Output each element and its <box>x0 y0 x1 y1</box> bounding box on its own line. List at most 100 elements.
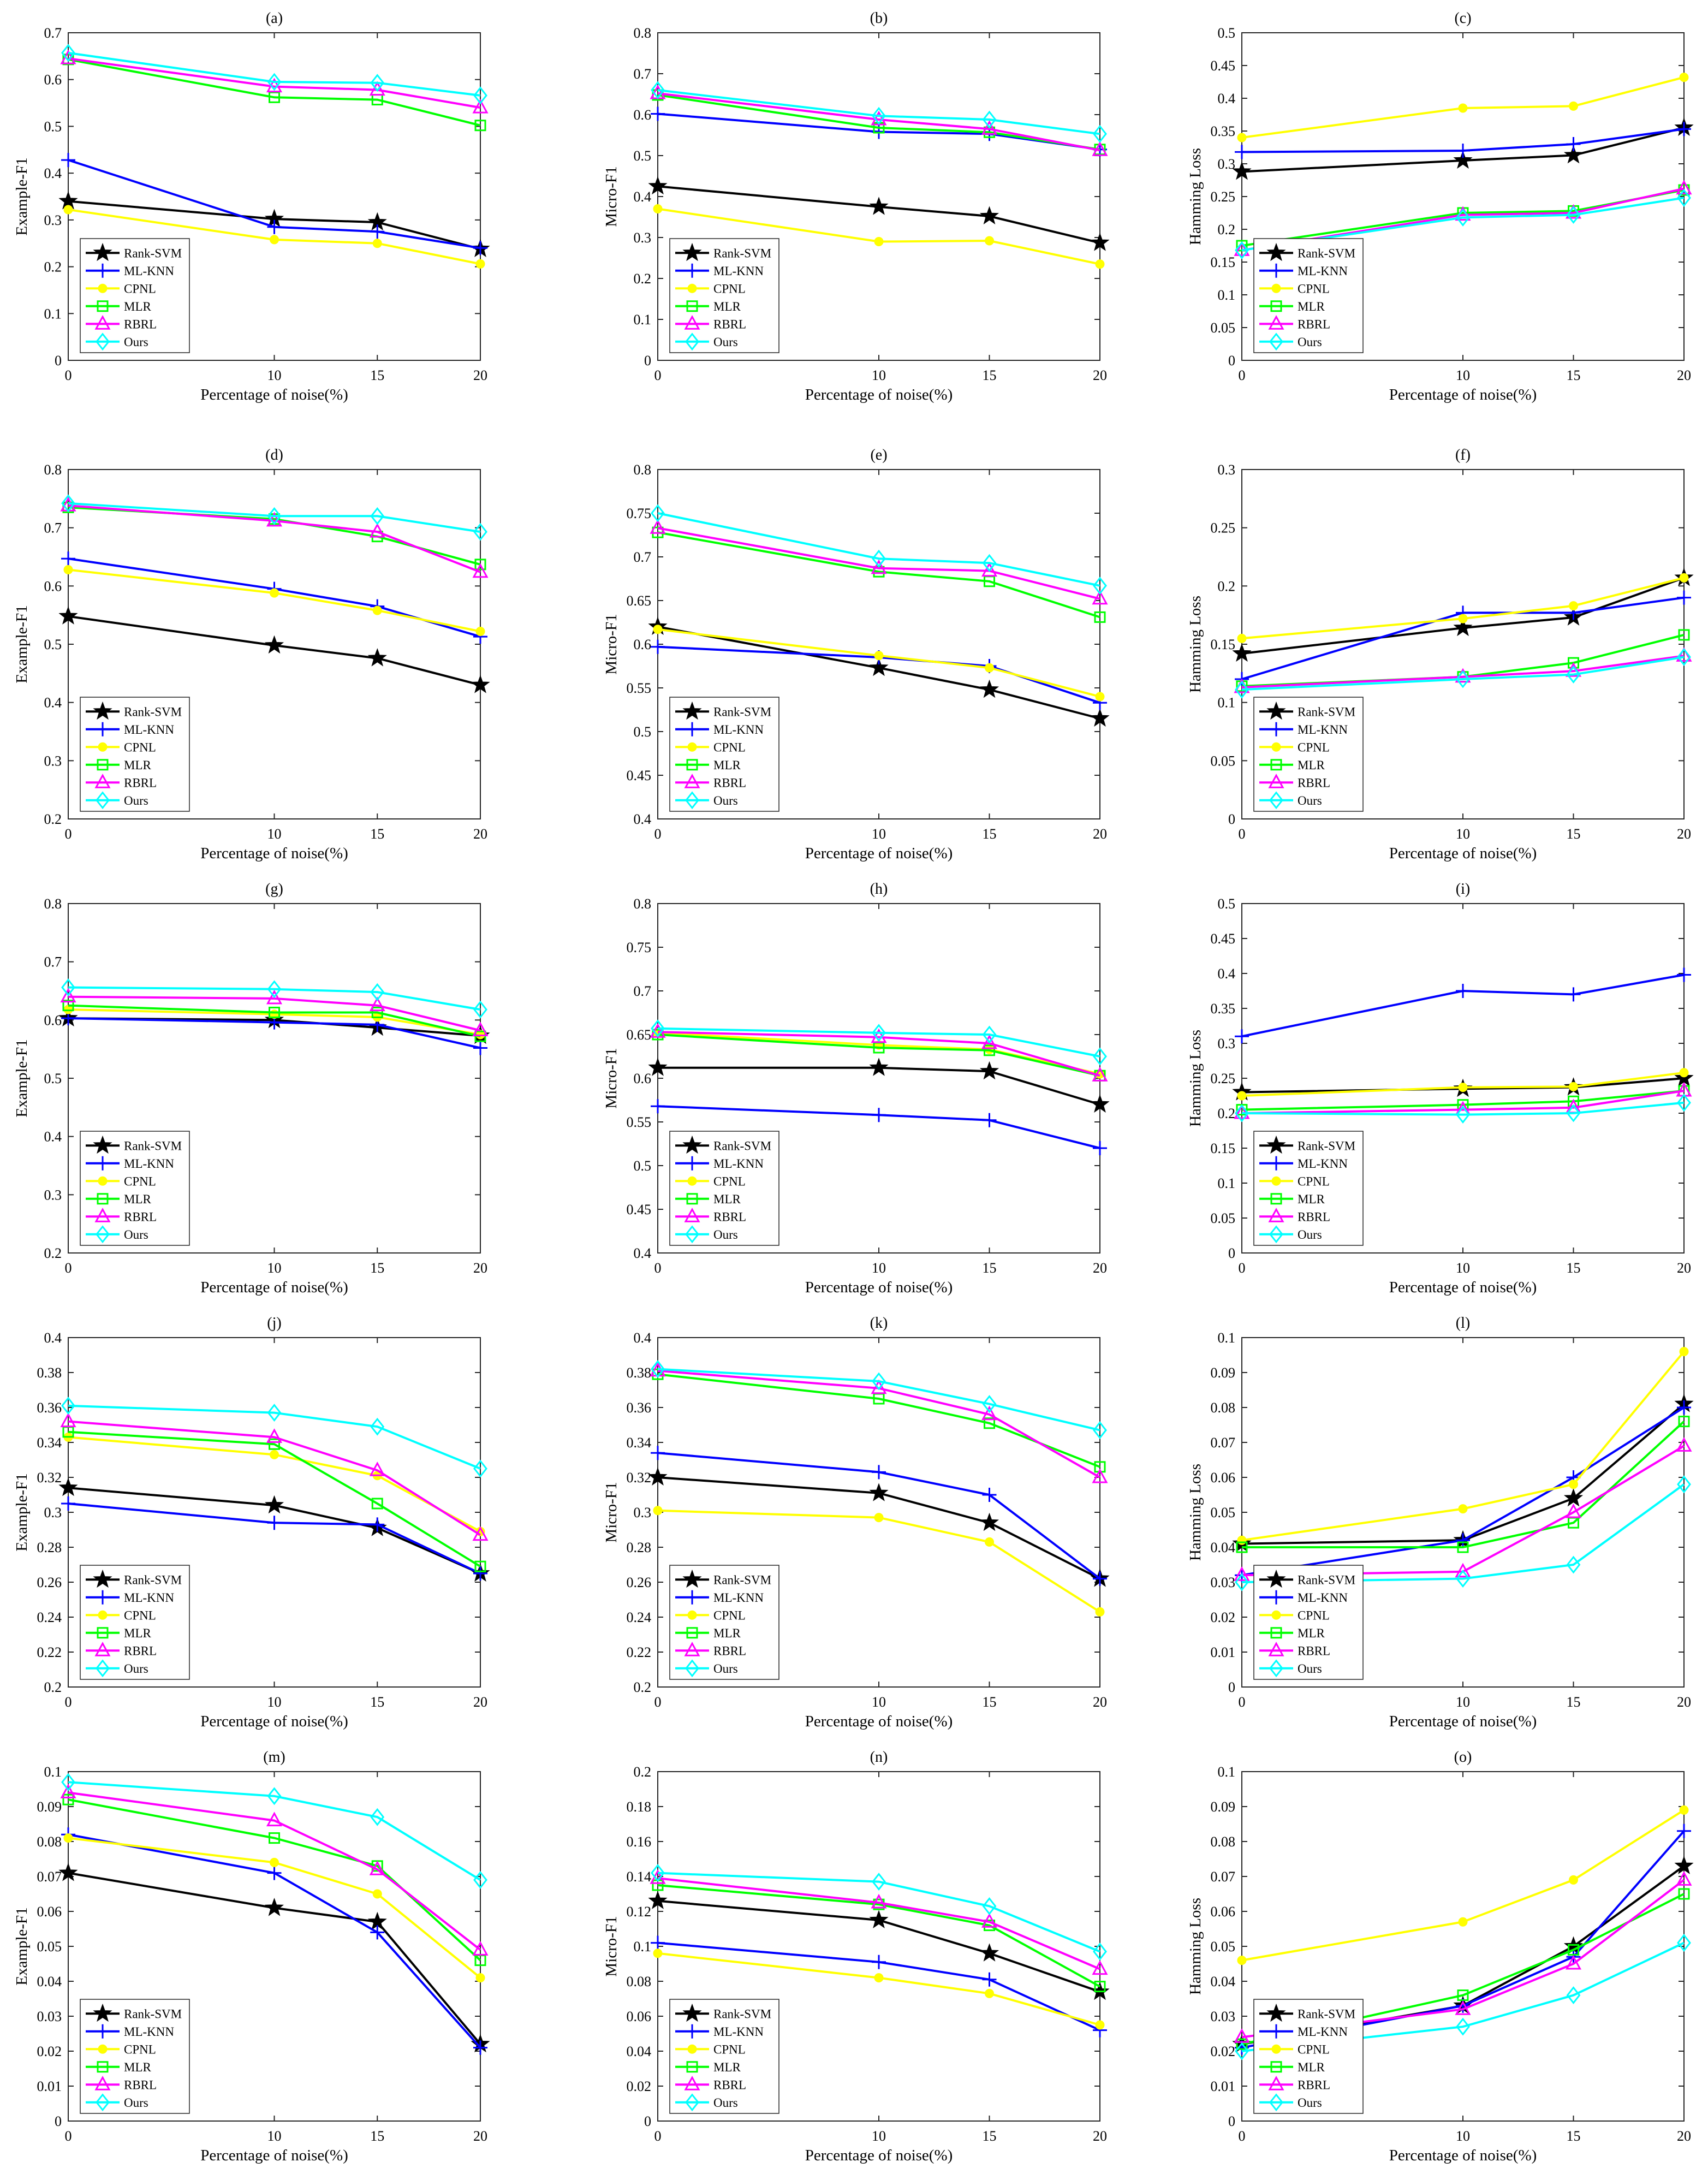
series-cpnl <box>1237 1068 1689 1101</box>
chart-panel-n: (n) 0 0.02 0.04 0.06 0.08 0.1 0.12 0.14 0.16 0.18 0… <box>603 1749 1110 2164</box>
data-point-rank-svm <box>648 1467 668 1486</box>
data-point-ours <box>1677 188 1691 207</box>
data-point-rbrl <box>1676 1437 1692 1452</box>
y-tick-label: 0.7 <box>634 66 652 82</box>
series-ml-knn <box>651 1099 1107 1155</box>
series-line-ours <box>657 1368 1100 1431</box>
legend-label: ML-KNN <box>124 723 174 736</box>
series-line-ml-knn <box>1241 973 1685 1038</box>
y-tick-label: 0.1 <box>1218 1175 1236 1191</box>
y-tick-label: 0.04 <box>1211 1540 1236 1555</box>
legend-marker <box>1269 1659 1283 1678</box>
legend-label: Ours <box>1298 1662 1322 1676</box>
y-tick-label: 0.7 <box>44 520 62 536</box>
legend-label: CPNL <box>1298 1174 1330 1188</box>
y-axis-label: Example-F1 <box>13 1039 31 1117</box>
data-point-cpnl <box>1095 2020 1105 2030</box>
data-point-ours <box>61 1773 75 1791</box>
legend-label: CPNL <box>713 1608 746 1622</box>
legend-marker <box>94 1208 111 1222</box>
legend-label: ML-KNN <box>713 264 764 278</box>
x-axis-label: Percentage of noise(%) <box>200 845 348 862</box>
legend: Rank-SVM ML-KNN CPNL MLR RBRL Ours <box>669 1131 779 1246</box>
data-point-mlr <box>269 1438 280 1450</box>
data-point-cpnl <box>1095 692 1105 702</box>
legend-label: RBRL <box>1298 2078 1330 2092</box>
legend-marker <box>682 242 702 262</box>
legend-label: RBRL <box>713 2078 746 2092</box>
legend-label: Rank-SVM <box>1298 705 1355 718</box>
y-axis-label: Example-F1 <box>13 1473 31 1551</box>
legend-marker <box>1270 759 1282 771</box>
data-point-rank-svm <box>869 197 889 215</box>
y-tick-label: 0 <box>644 2113 651 2129</box>
series-rbrl <box>60 497 489 578</box>
chart-title: (b) <box>870 10 888 27</box>
data-point-ours <box>473 86 487 105</box>
legend-marker <box>685 2024 699 2039</box>
legend-label: Ours <box>124 1662 148 1676</box>
data-point-ours <box>1566 1986 1581 2005</box>
y-tick-label: 0.05 <box>1211 1210 1236 1226</box>
legend-marker <box>687 2044 697 2054</box>
x-tick-label: 10 <box>1456 1694 1470 1710</box>
data-point-ours <box>651 504 665 522</box>
data-point-cpnl <box>270 1857 279 1867</box>
series-line-cpnl <box>68 1008 481 1036</box>
data-point-mlr <box>269 1832 280 1844</box>
data-point-mlr <box>1678 1888 1690 1900</box>
data-point-ml-knn <box>1677 1400 1691 1415</box>
series-line-ours <box>1241 656 1685 691</box>
y-tick-label: 0.03 <box>37 2009 62 2024</box>
data-point-ml-knn <box>1093 1141 1107 1155</box>
legend-label: MLR <box>1298 300 1325 313</box>
series-line-rbrl <box>68 57 481 109</box>
legend: Rank-SVM ML-KNN CPNL MLR RBRL Ours <box>669 1565 779 1680</box>
x-tick-label: 20 <box>1093 826 1107 842</box>
data-point-ours <box>1093 1943 1107 1961</box>
y-tick-label: 0.75 <box>627 940 652 955</box>
y-tick-label: 0.15 <box>1211 254 1236 270</box>
legend-marker <box>1269 332 1283 351</box>
data-point-ml-knn <box>982 1488 997 1502</box>
y-tick-label: 0.26 <box>37 1575 62 1590</box>
series-line-rank-svm <box>657 1899 1100 1993</box>
series-line-mlr <box>657 531 1100 619</box>
y-tick-label: 0.4 <box>44 1330 62 1346</box>
series-line-rbrl <box>657 1877 1100 1970</box>
chart-title: (a) <box>266 10 283 27</box>
data-point-rbrl <box>472 1941 489 1956</box>
y-tick-label: 0.1 <box>634 1939 652 1955</box>
legend-marker <box>97 1193 109 1205</box>
legend-marker <box>1266 701 1286 720</box>
data-point-rbrl <box>981 1034 998 1049</box>
legend-marker <box>98 742 108 752</box>
data-point-mlr <box>62 1793 74 1805</box>
legend-label: Rank-SVM <box>1298 2007 1355 2021</box>
data-point-cpnl <box>1569 1875 1578 1885</box>
data-point-rbrl <box>1234 1104 1250 1119</box>
data-point-cpnl <box>874 1973 884 1983</box>
y-tick-label: 0.36 <box>37 1400 62 1416</box>
x-tick-label: 0 <box>654 1260 662 1276</box>
y-tick-label: 0.16 <box>627 1834 652 1850</box>
legend-label: Rank-SVM <box>713 1573 771 1587</box>
data-point-mlr <box>1236 240 1248 252</box>
legend: Rank-SVM ML-KNN CPNL MLR RBRL Ours <box>80 1131 190 1246</box>
legend-marker <box>97 759 109 771</box>
chart-panel-i: (i) 0 0.05 0.1 0.15 0.2 0.25 0.3 0.35 0.4 0.45 0.5 0… <box>1187 881 1694 1296</box>
legend-marker <box>1270 1627 1282 1639</box>
data-point-ml-knn <box>267 219 282 234</box>
series-line-ml-knn <box>68 159 481 250</box>
data-point-rank-svm <box>471 675 490 693</box>
legend-label: MLR <box>124 300 152 313</box>
data-point-ours <box>61 494 75 513</box>
data-point-ml-knn <box>267 1516 282 1530</box>
series-ml-knn <box>61 1496 487 1581</box>
data-point-cpnl <box>1458 1917 1468 1927</box>
data-point-mlr <box>269 1006 280 1018</box>
data-point-rbrl <box>981 1405 998 1421</box>
x-tick-label: 20 <box>1677 826 1691 842</box>
y-tick-label: 0.5 <box>634 1158 652 1174</box>
legend-marker <box>97 300 109 312</box>
